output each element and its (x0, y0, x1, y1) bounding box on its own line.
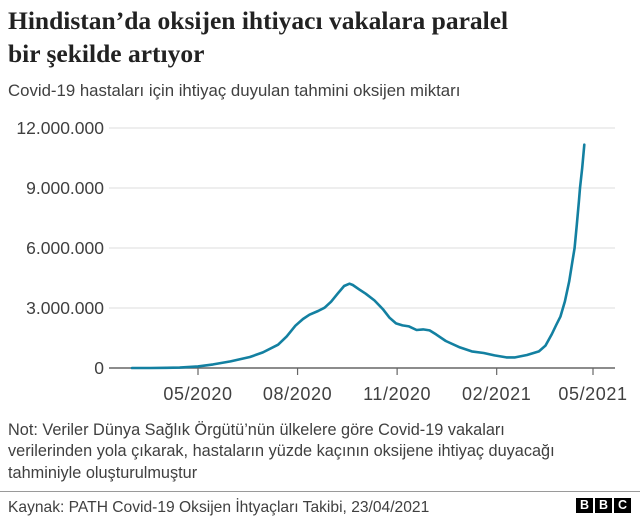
x-tick-label: 05/2020 (163, 384, 232, 404)
bbc-logo-block-1: B (576, 498, 593, 513)
x-axis-labels: 05/2020 08/2020 11/2020 02/2021 05/2021 (163, 384, 627, 404)
source-credit: Kaynak: PATH Covid-19 Oksijen İhtyaçları… (8, 499, 430, 516)
x-tick-label: 08/2020 (263, 384, 332, 404)
chart-subtitle: Covid-19 hastaları için ihtiyaç duyulan … (8, 81, 461, 100)
bbc-logo: B B C (576, 498, 631, 513)
footnote-line-3: tahminiyle oluşturulmuştur (8, 463, 198, 482)
gridlines (109, 127, 615, 309)
x-axis (109, 367, 615, 375)
footnote-line-2: verilerinden yola çıkarak, hastaların yü… (8, 442, 555, 461)
bbc-logo-block-2: B (595, 498, 612, 513)
bbc-logo-block-3: C (614, 498, 631, 513)
y-tick-label: 6.000.000 (26, 238, 104, 258)
y-axis-labels: 0 3.000.000 6.000.000 9.000.000 12.000.000 (16, 118, 104, 378)
footnote-line-1: Not: Veriler Dünya Sağlık Örgütü’nün ülk… (8, 421, 505, 439)
chart-title-line-2: bir şekilde artıyor (8, 39, 205, 68)
y-tick-label: 0 (94, 358, 104, 378)
x-tick-label: 05/2021 (558, 384, 627, 404)
y-tick-label: 9.000.000 (26, 178, 104, 198)
footer-divider (0, 491, 640, 492)
footnote: Not: Veriler Dünya Sağlık Örgütü’nün ülk… (8, 420, 555, 484)
y-tick-label: 12.000.000 (16, 118, 104, 138)
chart-title: Hindistan’da oksijen ihtiyacı vakalara p… (8, 4, 508, 70)
x-tick-label: 11/2020 (363, 384, 431, 404)
x-tick-label: 02/2021 (462, 384, 531, 404)
oxygen-demand-line (130, 143, 586, 370)
chart-title-line-1: Hindistan’da oksijen ihtiyacı vakalara p… (8, 6, 509, 35)
y-tick-label: 3.000.000 (26, 298, 104, 318)
